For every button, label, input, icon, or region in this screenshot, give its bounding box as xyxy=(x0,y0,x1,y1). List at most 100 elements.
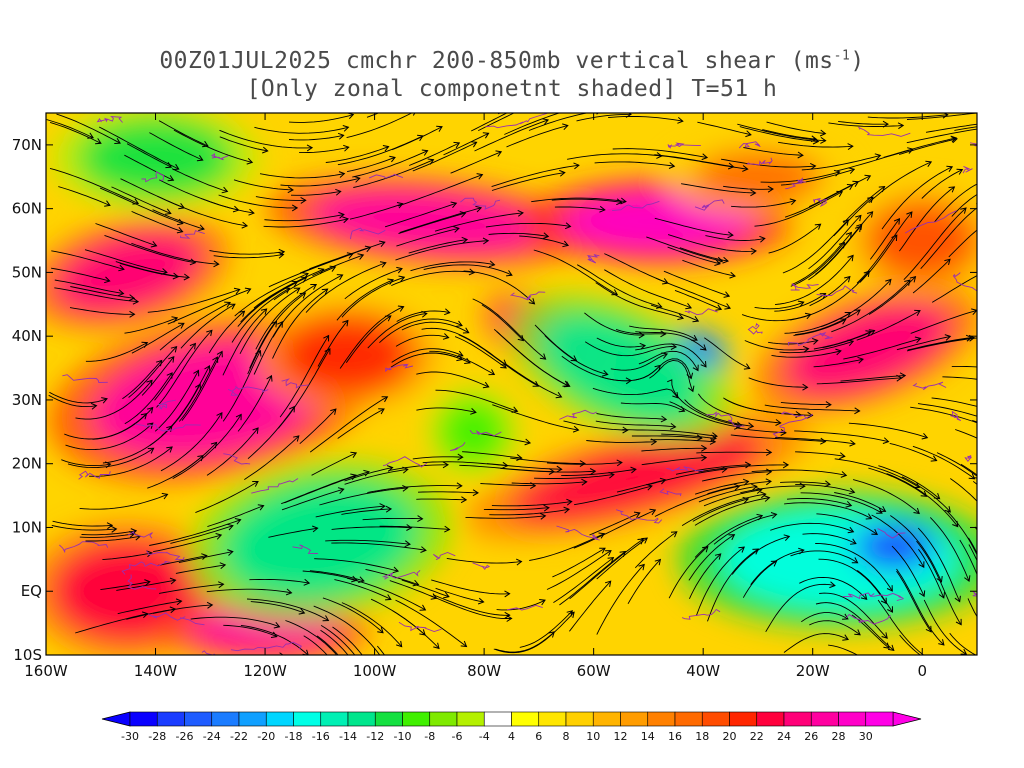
streamline-arrow xyxy=(780,429,787,436)
streamline-arrow xyxy=(997,213,1003,219)
streamline xyxy=(206,588,292,594)
streamline xyxy=(675,464,751,475)
streamline xyxy=(816,377,902,385)
streamline-arrow xyxy=(363,469,370,477)
streamline xyxy=(739,126,819,142)
contour-line xyxy=(158,399,176,410)
streamline-arrow xyxy=(167,175,175,182)
shear-feature xyxy=(669,142,847,212)
streamline xyxy=(75,380,153,420)
streamline-arrow xyxy=(545,96,551,102)
streamline xyxy=(688,534,735,581)
streamline xyxy=(620,402,685,412)
streamline-arrow xyxy=(669,423,677,430)
streamline xyxy=(766,121,826,135)
streamline-arrow xyxy=(637,538,645,545)
streamline-arrow xyxy=(450,201,458,209)
streamline xyxy=(744,340,809,351)
streamline xyxy=(391,126,443,151)
streamline xyxy=(92,407,154,440)
contour-line xyxy=(78,470,111,480)
streamline-arrow xyxy=(257,504,265,511)
streamline xyxy=(463,270,535,305)
streamline xyxy=(669,401,740,428)
streamline xyxy=(896,568,945,646)
streamline-arrow xyxy=(146,379,153,387)
streamline-arrow xyxy=(392,566,400,574)
streamline-arrow xyxy=(306,144,314,152)
streamline-arrow xyxy=(337,487,345,494)
streamline-arrow xyxy=(848,167,856,174)
streamline-arrow xyxy=(849,439,856,447)
streamline xyxy=(492,404,579,431)
streamline-arrow xyxy=(883,642,890,649)
streamline-arrow xyxy=(1010,662,1015,668)
streamline xyxy=(910,309,977,334)
streamline-arrow xyxy=(117,289,125,297)
streamline xyxy=(366,113,380,118)
contour-line xyxy=(684,308,718,316)
streamline-arrow xyxy=(770,560,778,567)
streamline xyxy=(802,533,857,545)
streamline xyxy=(634,531,678,569)
streamline xyxy=(713,513,777,545)
streamline-arrow xyxy=(605,550,612,557)
streamline xyxy=(246,598,329,621)
contour-line xyxy=(472,562,491,571)
streamline-arrow xyxy=(382,145,390,152)
streamline-arrow xyxy=(482,237,490,245)
streamline-arrow xyxy=(419,604,427,611)
colorbar-label: 6 xyxy=(535,730,542,743)
streamline xyxy=(288,114,354,123)
streamline-arrow xyxy=(161,492,169,500)
streamline xyxy=(69,307,135,315)
streamline-arrow xyxy=(564,222,572,230)
streamline xyxy=(595,420,676,428)
streamline-arrow xyxy=(460,496,468,504)
contour-line xyxy=(694,199,725,211)
streamline xyxy=(794,430,889,443)
streamline-arrow xyxy=(874,153,882,160)
colorbar-label: 22 xyxy=(750,730,764,743)
streamline-arrow xyxy=(488,260,496,268)
streamline xyxy=(951,193,977,217)
shear-feature xyxy=(850,520,940,573)
colorbar-swatch xyxy=(647,711,676,727)
streamline-arrow xyxy=(502,461,509,469)
streamline xyxy=(976,202,977,205)
streamline-arrow xyxy=(433,81,439,86)
streamline xyxy=(255,196,306,201)
streamline-arrow xyxy=(1001,615,1006,621)
contour-line xyxy=(59,541,109,554)
contour-line xyxy=(201,650,217,655)
streamline-arrow xyxy=(759,235,766,243)
streamline xyxy=(697,121,752,136)
streamline xyxy=(190,616,280,628)
streamline xyxy=(401,579,450,598)
streamline-arrow xyxy=(616,459,623,467)
streamline-arrow xyxy=(532,380,540,387)
streamline-arrow xyxy=(599,205,606,213)
streamline-arrow xyxy=(547,92,553,98)
streamline xyxy=(311,452,357,476)
streamline-arrow xyxy=(300,196,307,204)
streamline xyxy=(775,436,855,445)
streamline-arrow xyxy=(260,308,268,315)
streamline xyxy=(641,457,707,466)
streamline xyxy=(955,429,977,439)
streamline xyxy=(312,254,364,277)
streamline-arrow xyxy=(840,471,848,478)
lat-label: 10S xyxy=(13,646,42,664)
streamline-arrow xyxy=(983,269,989,274)
streamline-arrow xyxy=(427,158,435,165)
streamline-arrow xyxy=(403,692,408,698)
streamline-arrow xyxy=(1013,415,1019,421)
streamline xyxy=(851,614,890,649)
streamline xyxy=(495,631,555,653)
streamline-arrow xyxy=(216,350,223,358)
streamline-arrow xyxy=(132,198,140,205)
streamline-arrow xyxy=(638,563,645,571)
streamline xyxy=(818,558,887,604)
streamline-arrow xyxy=(244,287,252,294)
streamline-arrow xyxy=(807,411,814,419)
